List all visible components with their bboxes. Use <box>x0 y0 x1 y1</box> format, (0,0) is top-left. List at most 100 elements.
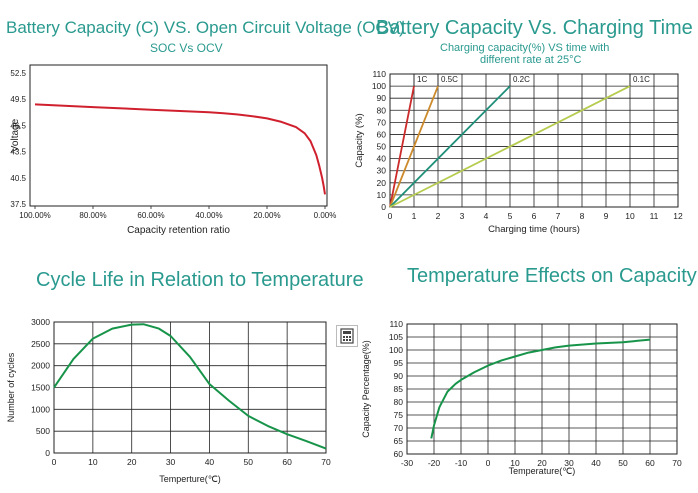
cycle-x-tick-label: 40 <box>205 457 215 467</box>
temp-y-tick-label: 70 <box>394 423 404 433</box>
charge-plot-frame <box>389 73 679 208</box>
charge-y-tick-label: 30 <box>377 166 387 176</box>
temp-x-tick-label: 40 <box>591 458 601 468</box>
temp-y-axis-label: Capacity Percentage(%) <box>361 340 371 438</box>
cycle-x-tick-label: 70 <box>321 457 331 467</box>
temp-y-tick-label: 100 <box>389 345 403 355</box>
temp-x-tick-label: 0 <box>486 458 491 468</box>
temp-y-tick-label: 75 <box>394 410 404 420</box>
cycle-y-tick-label: 2500 <box>31 339 50 349</box>
temp-x-tick-label: 30 <box>564 458 574 468</box>
charge-chart-title: Battery Capacity Vs. Charging Time <box>376 17 693 39</box>
ocv-y-tick-label: 43.5 <box>10 148 26 157</box>
calculator-button[interactable] <box>336 325 358 347</box>
ocv-x-tick-label: 40.00% <box>195 211 222 220</box>
charge-series-label: 0.1C <box>633 75 650 84</box>
ocv-x-tick-label: 60.00% <box>137 211 164 220</box>
ocv-x-tick-label: 80.00% <box>79 211 106 220</box>
ocv-x-tick-label: 0.00% <box>314 211 337 220</box>
charge-y-tick-label: 100 <box>372 81 386 91</box>
temp-y-tick-label: 110 <box>389 319 403 329</box>
temp-x-tick-label: 20 <box>537 458 547 468</box>
charge-x-tick-label: 7 <box>556 211 561 221</box>
ocv-x-tick-label: 20.00% <box>253 211 280 220</box>
ocv-x-tick-label: 100.00% <box>19 211 51 220</box>
calculator-icon <box>340 328 354 344</box>
charge-y-tick-label: 90 <box>377 93 387 103</box>
ocv-y-tick-label: 40.5 <box>10 174 26 183</box>
temp-x-axis-label: Temperature(℃) <box>509 466 576 476</box>
temp-x-tick-label: -20 <box>428 458 441 468</box>
temp-y-tick-label: 80 <box>394 397 404 407</box>
charge-y-tick-label: 40 <box>377 154 387 164</box>
cycle-y-tick-label: 1000 <box>31 404 50 414</box>
charge-series-label: 1C <box>417 75 427 84</box>
cycle-y-tick-label: 1500 <box>31 383 50 393</box>
ocv-y-tick-label: 49.5 <box>10 95 26 104</box>
ocv-x-axis-label: Capacity retention ratio <box>127 225 230 236</box>
charge-series-line <box>389 85 415 208</box>
cycle-y-axis-label: Number of cycles <box>6 352 16 422</box>
charge-series-line <box>389 85 439 208</box>
cycle-x-tick-label: 50 <box>244 457 254 467</box>
charge-y-tick-label: 80 <box>377 105 387 115</box>
ocv-y-axis-label: Voltage <box>10 118 21 152</box>
charge-series-line <box>389 85 631 208</box>
cycle-x-axis-label: Temperture(℃) <box>159 474 221 484</box>
charge-chart-subtitle-line1: Charging capacity(%) VS time with <box>440 42 610 54</box>
temp-y-tick-label: 65 <box>394 436 404 446</box>
charge-x-tick-label: 2 <box>436 211 441 221</box>
temp-plot-frame <box>406 323 678 455</box>
charge-x-tick-label: 0 <box>388 211 393 221</box>
ocv-series-line <box>34 103 326 195</box>
ocv-y-tick-label: 37.5 <box>10 200 26 209</box>
cycle-y-tick-label: 3000 <box>31 317 50 327</box>
ocv-y-tick-label: 46.5 <box>10 121 26 130</box>
charge-y-tick-label: 60 <box>377 129 387 139</box>
charge-y-tick-label: 20 <box>377 178 387 188</box>
cycle-chart-title: Cycle Life in Relation to Temperature <box>36 269 364 291</box>
cycle-x-tick-label: 10 <box>88 457 98 467</box>
charge-chart-subtitle-line2: different rate at 25°C <box>480 54 582 66</box>
charge-chart: 0 1 2 3 4 5 6 7 8 9 10 11 12010203040506070809010011… <box>354 69 683 235</box>
cycle-series-line <box>53 323 327 450</box>
charge-x-tick-label: 1 <box>412 211 417 221</box>
charge-y-tick-label: 70 <box>377 117 387 127</box>
temp-y-tick-label: 95 <box>394 358 404 368</box>
ocv-y-tick-label: 52.5 <box>10 69 26 78</box>
charge-x-tick-label: 4 <box>484 211 489 221</box>
charge-x-tick-label: 6 <box>532 211 537 221</box>
charge-x-tick-label: 8 <box>580 211 585 221</box>
ocv-chart-subtitle: SOC Vs OCV <box>150 41 223 55</box>
charge-x-axis-label: Charging time (hours) <box>488 224 580 235</box>
charge-x-tick-label: 10 <box>625 211 635 221</box>
charge-x-tick-label: 3 <box>460 211 465 221</box>
charge-series-line <box>389 85 511 208</box>
charge-y-axis-label: Capacity (%) <box>354 113 365 167</box>
cycle-y-tick-label: 500 <box>36 426 50 436</box>
cycle-x-tick-label: 30 <box>166 457 176 467</box>
charge-y-tick-label: 110 <box>372 69 386 79</box>
cycle-y-tick-label: 2000 <box>31 361 50 371</box>
charge-series-label: 0.5C <box>441 75 458 84</box>
cycle-x-tick-label: 0 <box>52 457 57 467</box>
cycle-chart: 0 10 20 30 40 50 60 70 0 500 1000 1500 2000 2500 3000 T… <box>6 317 331 484</box>
ocv-plot-frame <box>29 64 328 207</box>
charge-x-tick-label: 9 <box>604 211 609 221</box>
temp-chart: -30 -20 -10 0 10 20 30 40 50 60 70 60 65 70 75 80 85 90 95… <box>361 319 682 476</box>
temp-x-tick-label: 70 <box>672 458 682 468</box>
temp-y-tick-label: 85 <box>394 384 404 394</box>
charge-x-tick-label: 5 <box>508 211 513 221</box>
temp-chart-title: Temperature Effects on Capacity <box>407 265 697 287</box>
temp-y-tick-label: 105 <box>389 332 403 342</box>
charge-series-label: 0.2C <box>513 75 530 84</box>
charge-x-tick-label: 12 <box>673 211 683 221</box>
temp-x-tick-label: 50 <box>618 458 628 468</box>
charge-y-tick-label: 50 <box>377 142 387 152</box>
cycle-x-tick-label: 60 <box>282 457 292 467</box>
temp-y-tick-label: 60 <box>394 449 404 459</box>
charge-y-tick-label: 0 <box>381 202 386 212</box>
temp-y-tick-label: 90 <box>394 371 404 381</box>
cycle-x-tick-label: 20 <box>127 457 137 467</box>
temp-x-tick-label: -10 <box>455 458 468 468</box>
